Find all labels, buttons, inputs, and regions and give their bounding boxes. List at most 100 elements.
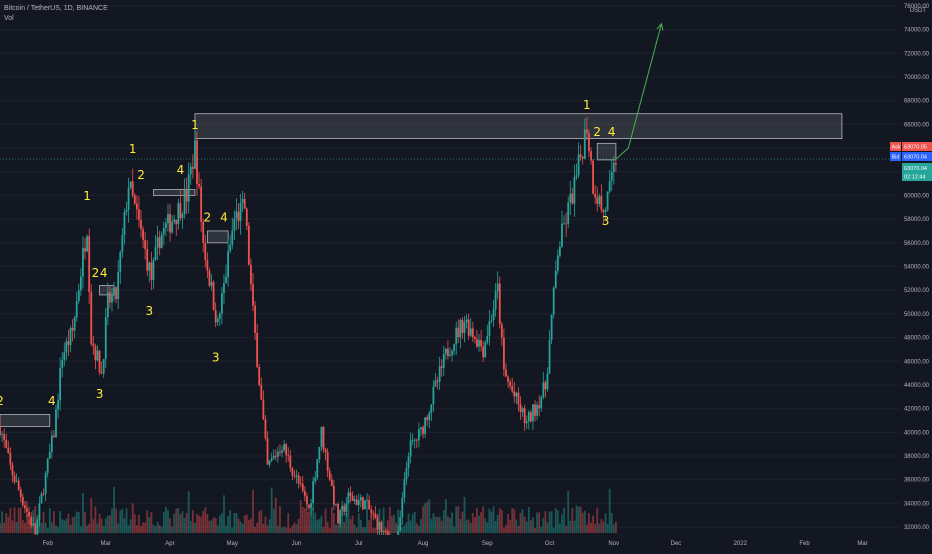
candle-body [243, 198, 246, 209]
volume-bar [559, 523, 561, 533]
last-price-tag-bg [902, 163, 932, 181]
candle-body [602, 209, 605, 212]
candle-body [200, 186, 203, 222]
volume-bar [536, 512, 538, 533]
volume-bar [146, 510, 149, 533]
volume-bar [266, 525, 269, 533]
candle-body [588, 133, 590, 152]
chart-header: Bitcoin / TetherUS, 1D, BINANCE Vol [4, 4, 108, 24]
volume-bar [397, 509, 400, 533]
volume-bar [111, 508, 113, 533]
candle-body [279, 451, 281, 453]
volume-bar [1, 511, 3, 533]
volume-bar [53, 511, 55, 533]
volume-bar [509, 519, 512, 533]
candle-body [608, 180, 611, 192]
volume-bar [320, 515, 323, 533]
bid-tag-value: 63070.04 [904, 155, 927, 161]
volume-bar [527, 507, 530, 533]
candle-body [216, 318, 219, 323]
candle-body [368, 500, 371, 510]
candle-body [63, 352, 66, 361]
candle-body [7, 447, 10, 453]
candle-body [109, 292, 111, 303]
volume-bar [588, 513, 590, 533]
candle-body [341, 505, 344, 510]
volume-bar [556, 510, 559, 533]
volume-bar [5, 512, 8, 533]
candle-body [162, 227, 165, 235]
volume-bar [194, 522, 196, 533]
volume-bar [189, 520, 192, 533]
candle-body [320, 427, 323, 447]
volume-bar [343, 521, 346, 533]
volume-bar [465, 520, 468, 533]
candle-body [612, 162, 615, 172]
candle-body [94, 346, 97, 361]
time-tick-label: Feb [42, 541, 53, 547]
volume-bar [100, 518, 103, 533]
volume-bar [614, 521, 617, 533]
volume-bar [3, 522, 6, 533]
candle-body [92, 343, 95, 347]
symbol-title[interactable]: Bitcoin / TetherUS, 1D, BINANCE [4, 5, 108, 12]
candle-body [250, 264, 252, 285]
volume-bar [463, 497, 466, 533]
candle-body [96, 350, 99, 361]
time-tick-label: Jul [355, 541, 363, 547]
candle-body [459, 319, 462, 338]
price-axis-bg [900, 0, 932, 550]
volume-bar [144, 522, 147, 533]
candle-body [308, 504, 310, 508]
resistance-zone [0, 414, 51, 427]
time-axis: Feb Mar Apr May Jun Jul Aug Sep Oct Nov Dec 2022 Feb… [0, 535, 900, 550]
volume-bar [349, 519, 352, 533]
candle-body [13, 475, 16, 482]
volume-indicator-label[interactable]: Vol [4, 15, 14, 22]
candle-body [455, 327, 458, 345]
volume-bar [162, 511, 165, 533]
candle-body [303, 490, 306, 497]
time-tick-label: Dec [671, 541, 682, 547]
volume-bar [13, 507, 16, 533]
candle-body [525, 421, 528, 424]
volume-bar [198, 515, 200, 533]
volume-bar [15, 521, 18, 533]
candle-body [86, 236, 88, 252]
candle-body [444, 348, 447, 354]
candle-body [581, 156, 584, 159]
candle-body [285, 444, 288, 456]
volume-bar [206, 514, 209, 533]
volume-bar [119, 510, 122, 533]
candle-body [306, 496, 308, 505]
candle-body [111, 295, 113, 303]
volume-bar [532, 517, 534, 533]
volume-bar [417, 525, 420, 533]
volume-bar [216, 525, 219, 533]
candle-body [115, 287, 118, 300]
volume-bar [368, 520, 371, 533]
volume-bar [210, 520, 213, 533]
candle-body [453, 344, 456, 351]
volume-bar [451, 512, 453, 533]
volume-bar [330, 507, 333, 533]
candle-body [102, 359, 105, 374]
volume-bar [585, 524, 588, 533]
volume-bar [403, 525, 406, 533]
candle-body [447, 348, 449, 357]
volume-bar [160, 527, 163, 533]
candle-body [40, 493, 43, 504]
volume-bar [295, 524, 298, 533]
volume-bar [355, 527, 358, 533]
volume-bar [366, 507, 368, 533]
candle-body [44, 472, 47, 494]
volume-bar [579, 506, 582, 533]
candle-body [175, 219, 178, 225]
volume-bar [310, 507, 312, 533]
candle-body [469, 328, 472, 336]
candle-body [318, 446, 321, 460]
candle-body [337, 503, 339, 524]
